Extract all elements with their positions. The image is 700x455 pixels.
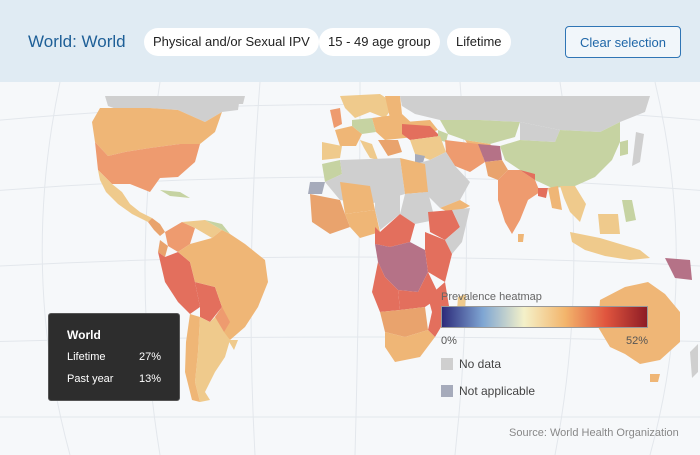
country-korea[interactable] <box>620 140 628 156</box>
country-germany[interactable] <box>352 118 376 134</box>
country-greenland[interactable] <box>230 96 245 104</box>
country-indochina[interactable] <box>560 186 586 222</box>
country-canada[interactable] <box>105 96 240 122</box>
country-borneo[interactable] <box>598 214 620 234</box>
country-paraguay[interactable] <box>215 307 230 332</box>
country-sudan[interactable] <box>400 192 435 224</box>
country-sri-lanka[interactable] <box>518 234 524 242</box>
source-credit: Source: World Health Organization <box>509 427 679 439</box>
country-colombia[interactable] <box>165 222 195 252</box>
tooltip-row-label: Past year <box>67 373 114 385</box>
legend-not-applicable-label: Not applicable <box>459 384 536 398</box>
clear-selection-button[interactable]: Clear selection <box>565 26 681 58</box>
tooltip-title: World <box>67 328 101 342</box>
region-south-america[interactable] <box>158 220 268 402</box>
country-france[interactable] <box>335 126 362 146</box>
country-western-sahara[interactable] <box>308 182 325 194</box>
country-angola[interactable] <box>372 262 400 312</box>
country-new-zealand[interactable] <box>690 344 698 378</box>
country-west-africa-coast[interactable] <box>310 194 350 234</box>
country-mozambique[interactable] <box>428 282 450 337</box>
country-indonesia[interactable] <box>570 232 650 260</box>
country-nigeria[interactable] <box>345 210 380 238</box>
map-svg[interactable] <box>0 82 700 455</box>
page-title: World: World <box>28 32 126 51</box>
country-china[interactable] <box>500 122 620 188</box>
country-south-africa[interactable] <box>385 330 435 362</box>
country-kazakhstan[interactable] <box>440 120 520 144</box>
country-central-america[interactable] <box>148 218 165 236</box>
country-japan[interactable] <box>632 132 644 166</box>
country-russia[interactable] <box>400 96 650 132</box>
country-ecuador[interactable] <box>158 240 168 257</box>
filter-chip-period[interactable]: Lifetime <box>447 28 511 56</box>
country-nepal[interactable] <box>520 170 535 180</box>
region-oceania[interactable] <box>598 282 698 382</box>
country-scandinavia[interactable] <box>340 94 395 118</box>
country-guyana[interactable] <box>205 220 230 234</box>
region-middle-east[interactable] <box>402 124 502 214</box>
country-iraq-syria[interactable] <box>410 136 446 160</box>
country-brazil[interactable] <box>178 230 268 340</box>
tooltip-row-label: Lifetime <box>67 351 106 363</box>
country-india[interactable] <box>498 170 540 234</box>
tooltip-row-value: 27% <box>138 351 161 363</box>
region-africa[interactable] <box>308 158 470 362</box>
country-peru[interactable] <box>158 252 200 314</box>
country-afghanistan[interactable] <box>478 144 502 162</box>
filter-chip-age-group[interactable]: 15 - 49 age group <box>319 28 440 56</box>
country-png[interactable] <box>665 258 692 280</box>
country-mali-niger[interactable] <box>340 182 375 214</box>
country-philippines[interactable] <box>622 200 636 222</box>
country-balkans[interactable] <box>378 140 402 156</box>
tooltip-row-value: 13% <box>138 373 161 385</box>
country-morocco[interactable] <box>322 160 342 182</box>
country-namibia-botswana[interactable] <box>380 307 428 337</box>
country-egypt[interactable] <box>400 158 428 194</box>
country-myanmar[interactable] <box>548 186 562 210</box>
hover-tooltip: World Lifetime 27% Past year 13% <box>48 313 180 401</box>
world-map[interactable] <box>0 82 700 455</box>
legend-title: Prevalence heatmap <box>441 291 542 303</box>
country-somalia[interactable] <box>445 208 470 254</box>
header-bar: World: World Physical and/or Sexual IPV … <box>0 0 700 82</box>
country-congo-drc[interactable] <box>375 242 428 292</box>
country-bolivia[interactable] <box>195 282 222 322</box>
country-saudi-arabia[interactable] <box>415 152 470 208</box>
country-ethiopia[interactable] <box>428 210 460 240</box>
country-finland[interactable] <box>385 96 402 118</box>
country-iran[interactable] <box>445 140 485 172</box>
country-venezuela[interactable] <box>182 220 222 238</box>
legend-no-data-label: No data <box>459 357 502 371</box>
country-mexico[interactable] <box>98 170 152 222</box>
country-iberia[interactable] <box>322 142 342 160</box>
legend-no-data-swatch <box>441 358 453 370</box>
country-chile[interactable] <box>185 314 200 402</box>
country-cameroon-car[interactable] <box>375 214 415 247</box>
country-kenya-tanzania[interactable] <box>425 232 452 282</box>
filter-chip-indicator[interactable]: Physical and/or Sexual IPV <box>144 28 319 56</box>
country-uk[interactable] <box>330 108 342 128</box>
legend-max-label: 52% <box>626 335 649 347</box>
country-italy[interactable] <box>360 140 378 160</box>
country-uruguay[interactable] <box>228 340 238 350</box>
legend-min-label: 0% <box>441 335 457 347</box>
country-turkey[interactable] <box>402 124 440 140</box>
country-bangladesh[interactable] <box>538 188 548 198</box>
country-tasmania[interactable] <box>650 374 660 382</box>
country-cuba[interactable] <box>160 190 190 198</box>
country-united-states[interactable] <box>95 142 200 192</box>
country-argentina[interactable] <box>195 317 230 402</box>
region-north-america[interactable] <box>92 96 245 236</box>
legend-gradient-bar <box>441 306 648 328</box>
country-mongolia[interactable] <box>520 122 560 142</box>
legend-not-applicable-swatch <box>441 385 453 397</box>
region-asia[interactable] <box>485 122 692 280</box>
country-chad[interactable] <box>375 194 400 230</box>
country-pakistan[interactable] <box>485 160 508 180</box>
